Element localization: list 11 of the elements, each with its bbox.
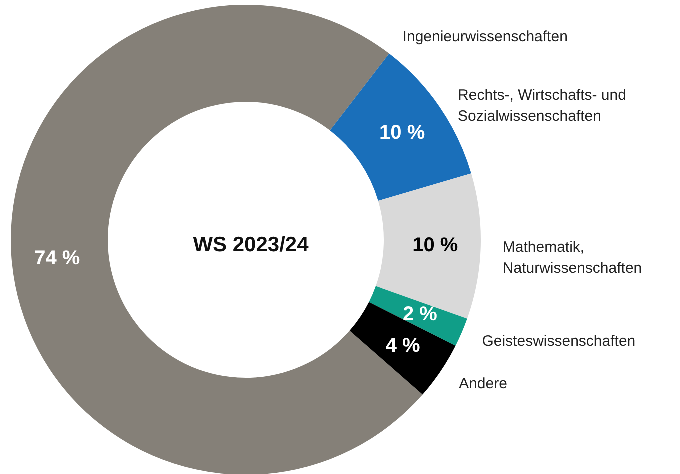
slice-label: Ingenieurwissenschaften	[402, 28, 568, 46]
data-label: 10 %	[380, 122, 426, 144]
text: WS 2023/24	[193, 234, 310, 256]
slice-label: Andere	[459, 376, 508, 393]
slice-label: Rechts-, Wirtschafts- und Sozialwissenschaften	[458, 86, 631, 125]
data-label: 74 %	[34, 247, 80, 270]
data-label: 10 %	[412, 234, 458, 256]
data-label: 4 %	[386, 334, 421, 357]
data-label: 2 %	[402, 304, 438, 326]
slice-label: Geisteswissenschaften	[482, 333, 636, 350]
slice-label: Mathematik, Naturwissenschaften	[502, 239, 642, 278]
